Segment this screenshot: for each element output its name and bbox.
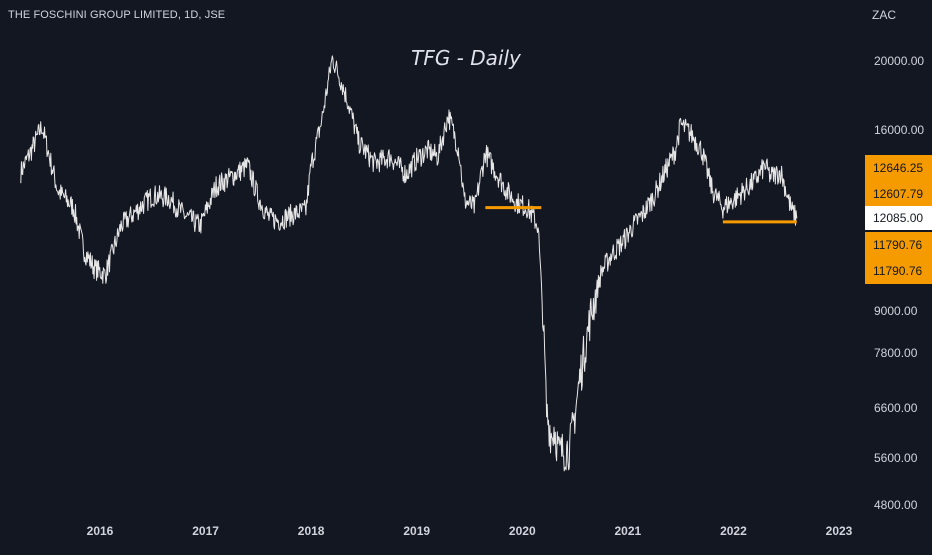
x-tick-label: 2018 xyxy=(298,524,325,538)
y-tick-label: 16000.00 xyxy=(874,123,924,137)
chart-title: TFG - Daily xyxy=(411,46,521,70)
price-label-text: 12607.79 xyxy=(873,187,923,201)
y-tick-label: 20000.00 xyxy=(874,54,924,68)
price-label-box xyxy=(865,232,932,258)
last-price-label: 12085.00 xyxy=(865,206,932,230)
x-tick-label: 2016 xyxy=(87,524,114,538)
y-tick-label: 9000.00 xyxy=(874,304,918,318)
price-label-text: 12085.00 xyxy=(873,211,923,225)
x-tick-label: 2017 xyxy=(192,524,219,538)
price-label-box xyxy=(865,181,932,207)
price-label-text: 11790.76 xyxy=(873,238,922,252)
x-tick-label: 2021 xyxy=(615,524,642,538)
price-label-text: 11790.76 xyxy=(873,264,922,278)
price-series-line xyxy=(20,55,798,472)
currency-label: ZAC xyxy=(872,8,896,22)
price-level-label: 11790.76 xyxy=(865,258,932,284)
y-tick-label: 6600.00 xyxy=(874,401,918,415)
price-label-box xyxy=(865,206,932,230)
price-label-box xyxy=(865,258,932,284)
x-tick-label: 2022 xyxy=(720,524,747,538)
y-tick-label: 5600.00 xyxy=(874,451,918,465)
x-tick-label: 2019 xyxy=(403,524,430,538)
x-tick-label: 2020 xyxy=(509,524,536,538)
y-tick-label: 4800.00 xyxy=(874,498,918,512)
symbol-title: THE FOSCHINI GROUP LIMITED, 1D, JSE xyxy=(8,9,226,21)
price-level-label: 11790.76 xyxy=(865,232,932,258)
x-tick-label: 2023 xyxy=(826,524,853,538)
price-label-text: 12646.25 xyxy=(873,161,923,175)
price-level-label: 12646.25 xyxy=(865,155,932,181)
y-tick-label: 7800.00 xyxy=(874,346,918,360)
price-level-label: 12607.79 xyxy=(865,181,932,207)
price-label-box xyxy=(865,155,932,181)
